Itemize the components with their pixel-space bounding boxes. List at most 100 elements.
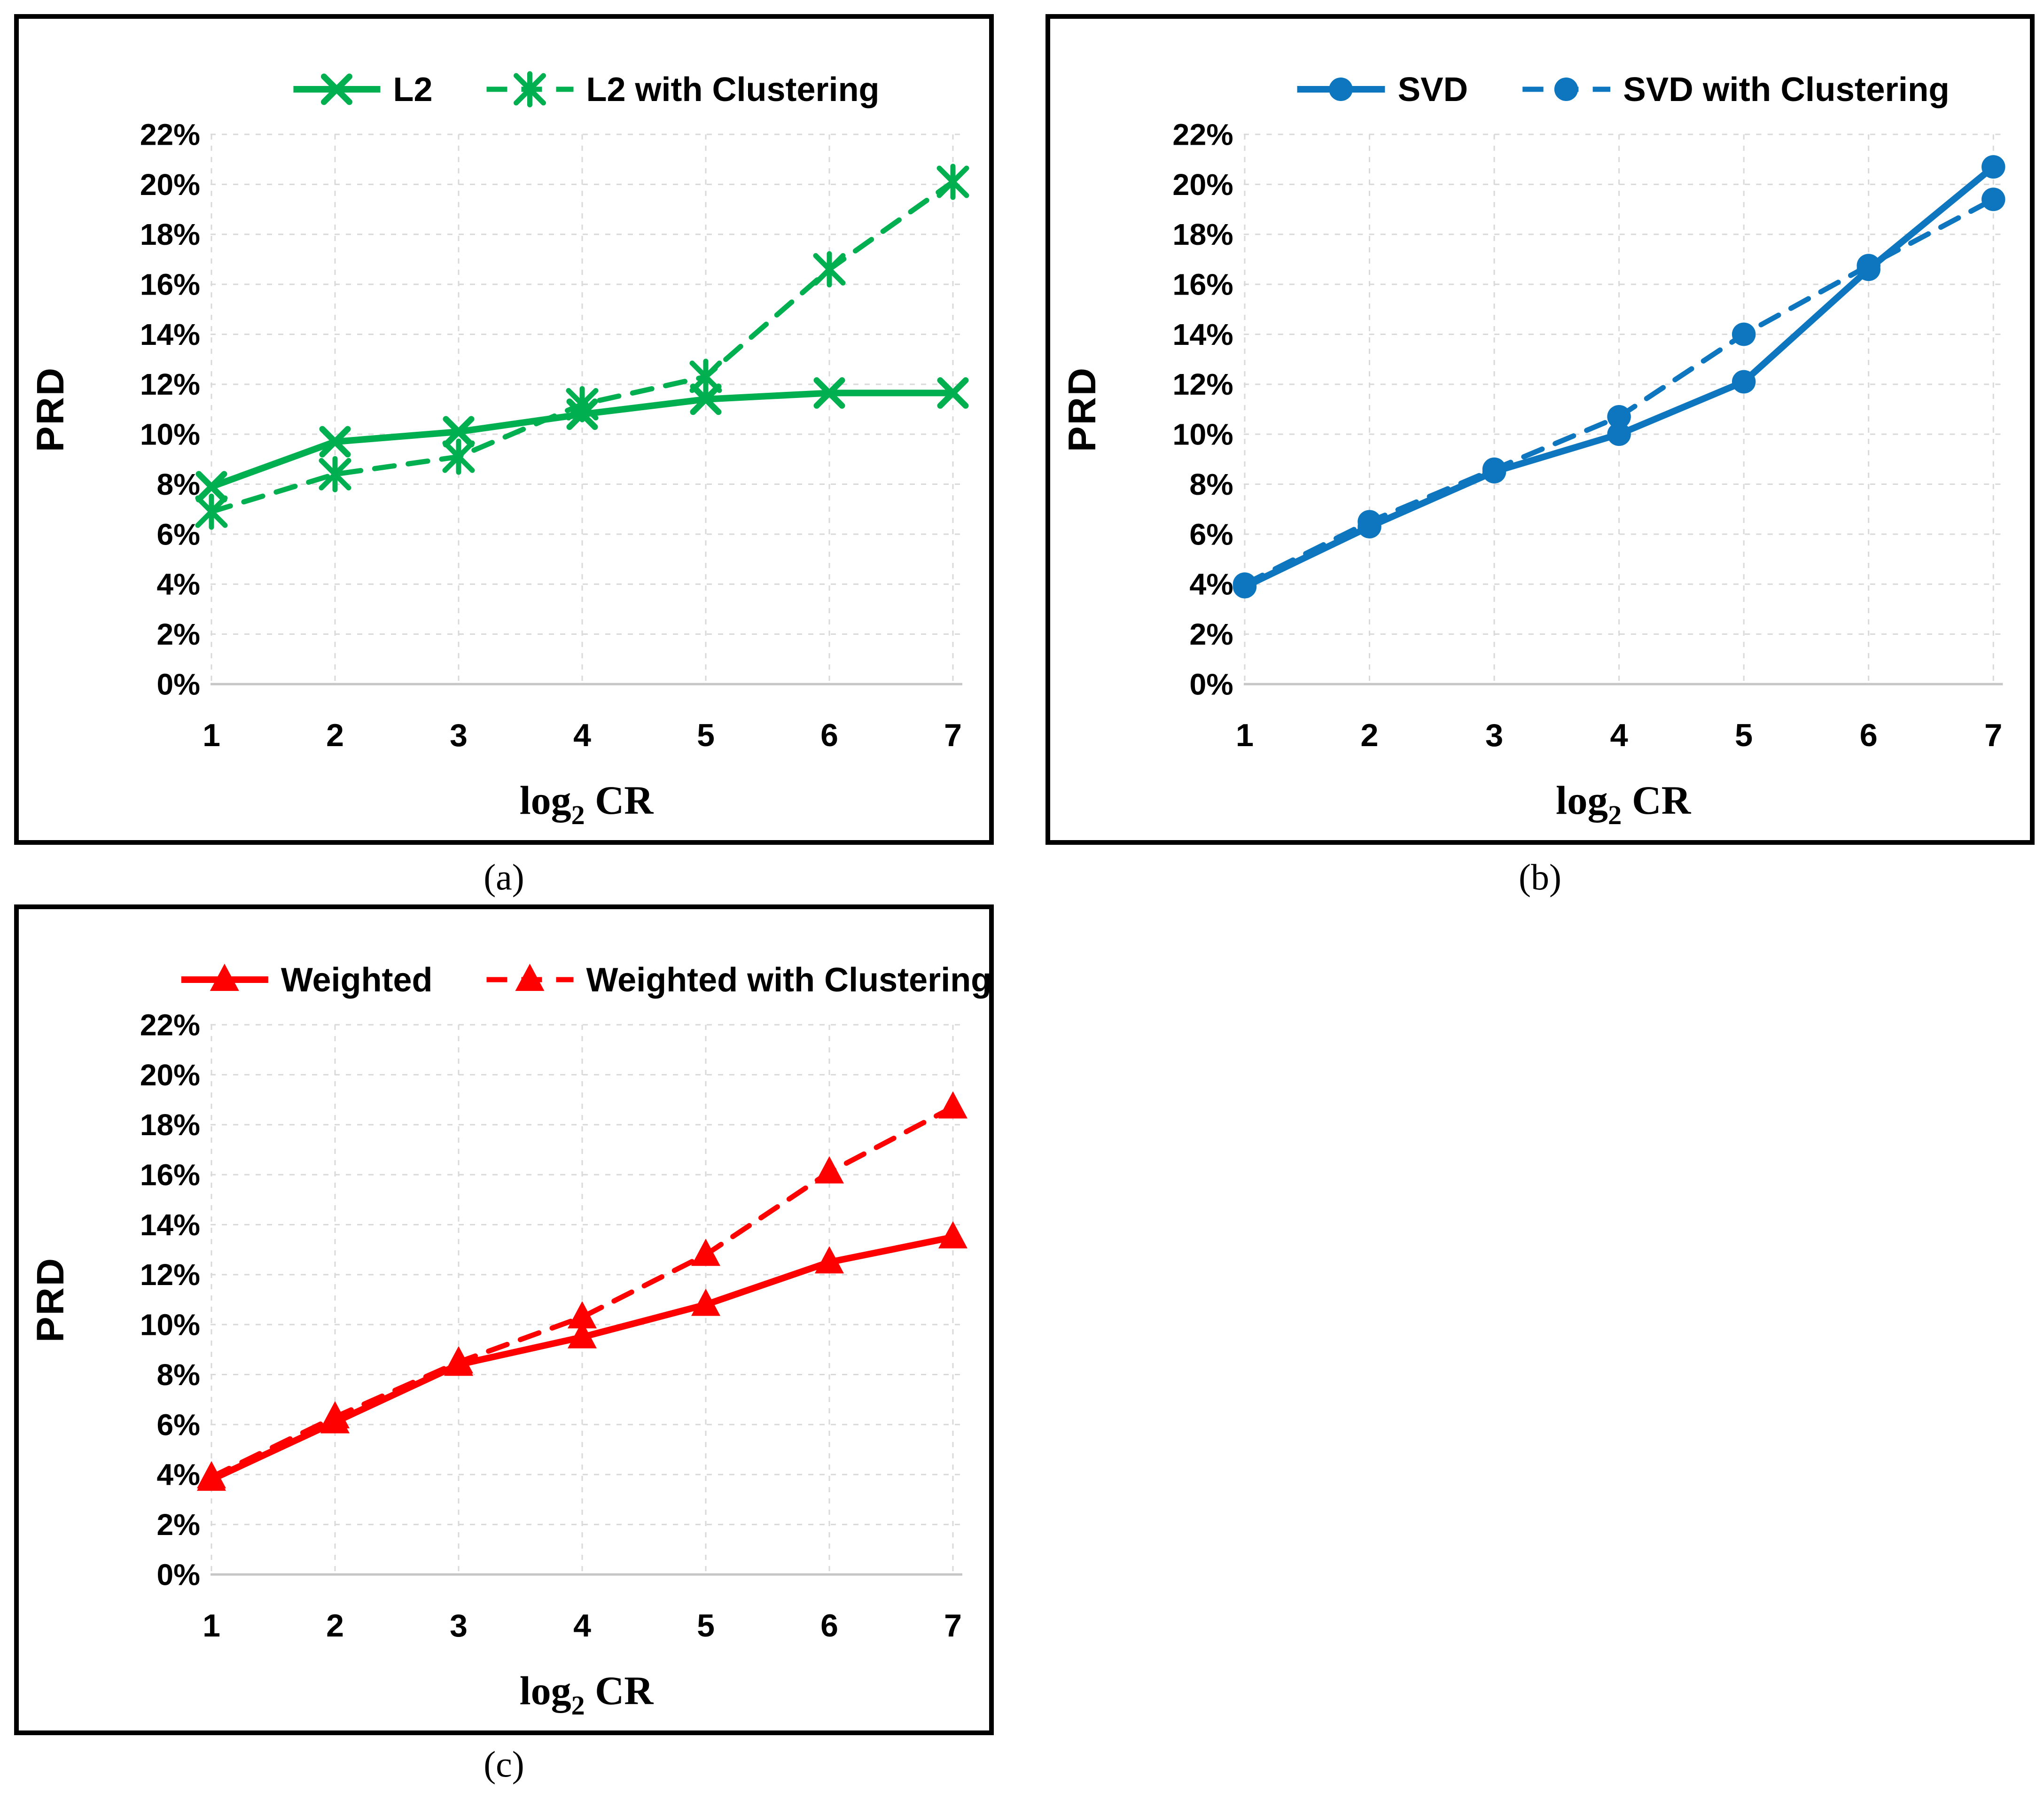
- y-tick-label: 6%: [157, 1408, 201, 1442]
- y-tick-label: 16%: [140, 1158, 200, 1192]
- data-point-marker: [514, 71, 546, 108]
- y-tick-label: 8%: [157, 1358, 201, 1392]
- data-point-marker: [1233, 572, 1257, 596]
- y-tick-label: 10%: [1172, 418, 1233, 452]
- x-tick-label: 2: [326, 1608, 344, 1644]
- x-axis-title: log2 CR: [1556, 778, 1692, 830]
- y-tick-label: 14%: [1172, 318, 1233, 351]
- legend-item: Weighted with Clustering: [486, 961, 989, 999]
- caption-a: (a): [484, 857, 524, 897]
- x-tick-label: 7: [944, 1608, 962, 1644]
- gridlines: [211, 1024, 962, 1574]
- y-tick-label: 10%: [140, 1308, 200, 1342]
- data-point-marker: [444, 1346, 473, 1373]
- data-point-marker: [815, 1156, 844, 1184]
- x-tick-label: 2: [326, 717, 344, 753]
- y-tick-label: 8%: [1189, 468, 1233, 501]
- caption-b: (b): [1519, 857, 1561, 897]
- x-tick-label: 6: [820, 717, 838, 753]
- legend-label: Weighted: [281, 961, 433, 999]
- data-point-marker: [515, 964, 545, 991]
- y-tick-label: 18%: [1172, 218, 1233, 251]
- y-tick-label: 14%: [140, 1208, 200, 1242]
- y-tick-label: 12%: [140, 367, 200, 401]
- data-point-marker: [691, 1239, 720, 1266]
- chart-svg-a: 0% 2% 4% 6% 8% 10% 12% 14% 16% 18% 20% 22% 1 2 3 4 5 6 7 PR…: [29, 71, 969, 830]
- x-tick-label: 2: [1360, 717, 1378, 753]
- y-tick-label: 10%: [140, 418, 200, 452]
- data-point-marker: [1329, 78, 1353, 101]
- legend: L2 L2 with Clustering: [293, 71, 880, 109]
- data-point-marker: [443, 416, 475, 448]
- y-tick-label: 4%: [157, 568, 201, 601]
- data-point-marker: [197, 1461, 226, 1488]
- data-point-marker: [320, 1401, 350, 1428]
- data-point-marker: [1982, 155, 2005, 179]
- y-axis-title: PRD: [29, 1257, 72, 1342]
- x-tick-label: 1: [203, 717, 220, 753]
- gridlines: [211, 133, 962, 684]
- y-tick-label: 18%: [140, 218, 200, 251]
- chart-panel-b: 0% 2% 4% 6% 8% 10% 12% 14% 16% 18% 20% 22% 1 2 3 4 5 6 7 PR…: [1045, 14, 2035, 845]
- y-tick-label: 0%: [1189, 668, 1233, 701]
- data-point-marker: [319, 456, 351, 492]
- data-point-marker: [566, 386, 599, 422]
- legend-label: L2: [393, 71, 432, 109]
- x-tick-label: 7: [944, 717, 962, 753]
- data-point-marker: [319, 426, 351, 458]
- y-tick-label: 22%: [140, 1008, 200, 1042]
- x-tick-label: 4: [573, 1608, 591, 1644]
- y-tick-label: 0%: [157, 1558, 201, 1591]
- legend-label: L2 with Clustering: [586, 71, 880, 109]
- data-point-marker: [1732, 370, 1756, 394]
- y-tick-label: 22%: [140, 117, 200, 151]
- data-point-marker: [1482, 457, 1506, 481]
- data-point-marker: [195, 493, 228, 530]
- data-point-marker: [690, 383, 722, 415]
- data-point-marker: [1607, 405, 1631, 429]
- series-line: [1241, 164, 1997, 590]
- legend-item: SVD with Clustering: [1522, 71, 1950, 109]
- y-tick-label: 16%: [140, 267, 200, 301]
- y-tick-label: 4%: [157, 1458, 201, 1492]
- data-point-marker: [1554, 78, 1578, 101]
- y-tick-label: 2%: [157, 617, 201, 651]
- data-point-marker: [938, 1091, 967, 1119]
- y-tick-label: 4%: [1189, 568, 1233, 601]
- y-tick-label: 18%: [140, 1108, 200, 1142]
- y-tick-label: 12%: [1172, 367, 1233, 401]
- chart-svg-b: 0% 2% 4% 6% 8% 10% 12% 14% 16% 18% 20% 22% 1 2 3 4 5 6 7 PR…: [1061, 71, 2005, 830]
- y-tick-label: 20%: [1172, 168, 1233, 202]
- legend-item: L2: [293, 71, 433, 109]
- legend: Weighted Weighted with Clustering: [181, 961, 989, 999]
- data-point-marker: [1607, 422, 1631, 446]
- legend-label: SVD: [1398, 71, 1468, 109]
- x-tick-label: 6: [820, 1608, 838, 1644]
- data-point-marker: [442, 438, 475, 475]
- legend-item: L2 with Clustering: [486, 71, 880, 109]
- y-tick-label: 14%: [140, 318, 200, 351]
- legend: SVD SVD with Clustering: [1297, 71, 1950, 109]
- y-tick-label: 12%: [140, 1258, 200, 1292]
- data-point-marker: [938, 1221, 967, 1249]
- data-point-marker: [689, 358, 722, 395]
- y-tick-label: 20%: [140, 168, 200, 202]
- data-point-marker: [1732, 322, 1756, 346]
- y-tick-label: 8%: [157, 468, 201, 501]
- legend-label: SVD with Clustering: [1623, 71, 1950, 109]
- y-tick-label: 6%: [1189, 518, 1233, 552]
- x-tick-label: 1: [203, 1608, 220, 1644]
- data-point-marker: [813, 377, 845, 409]
- data-point-marker: [568, 1321, 597, 1348]
- y-tick-label: 2%: [1189, 617, 1233, 651]
- y-axis-title: PRD: [1061, 366, 1104, 452]
- x-tick-label: 7: [1984, 717, 2002, 753]
- chart-panel-a: 0% 2% 4% 6% 8% 10% 12% 14% 16% 18% 20% 22% 1 2 3 4 5 6 7 PR…: [14, 14, 994, 845]
- x-tick-label: 4: [1610, 717, 1628, 753]
- data-point-marker: [1857, 254, 1880, 278]
- x-tick-label: 5: [697, 1608, 715, 1644]
- data-point-marker: [210, 964, 239, 991]
- data-point-marker: [195, 471, 227, 503]
- x-tick-label: 4: [573, 717, 591, 753]
- x-tick-label: 5: [697, 717, 715, 753]
